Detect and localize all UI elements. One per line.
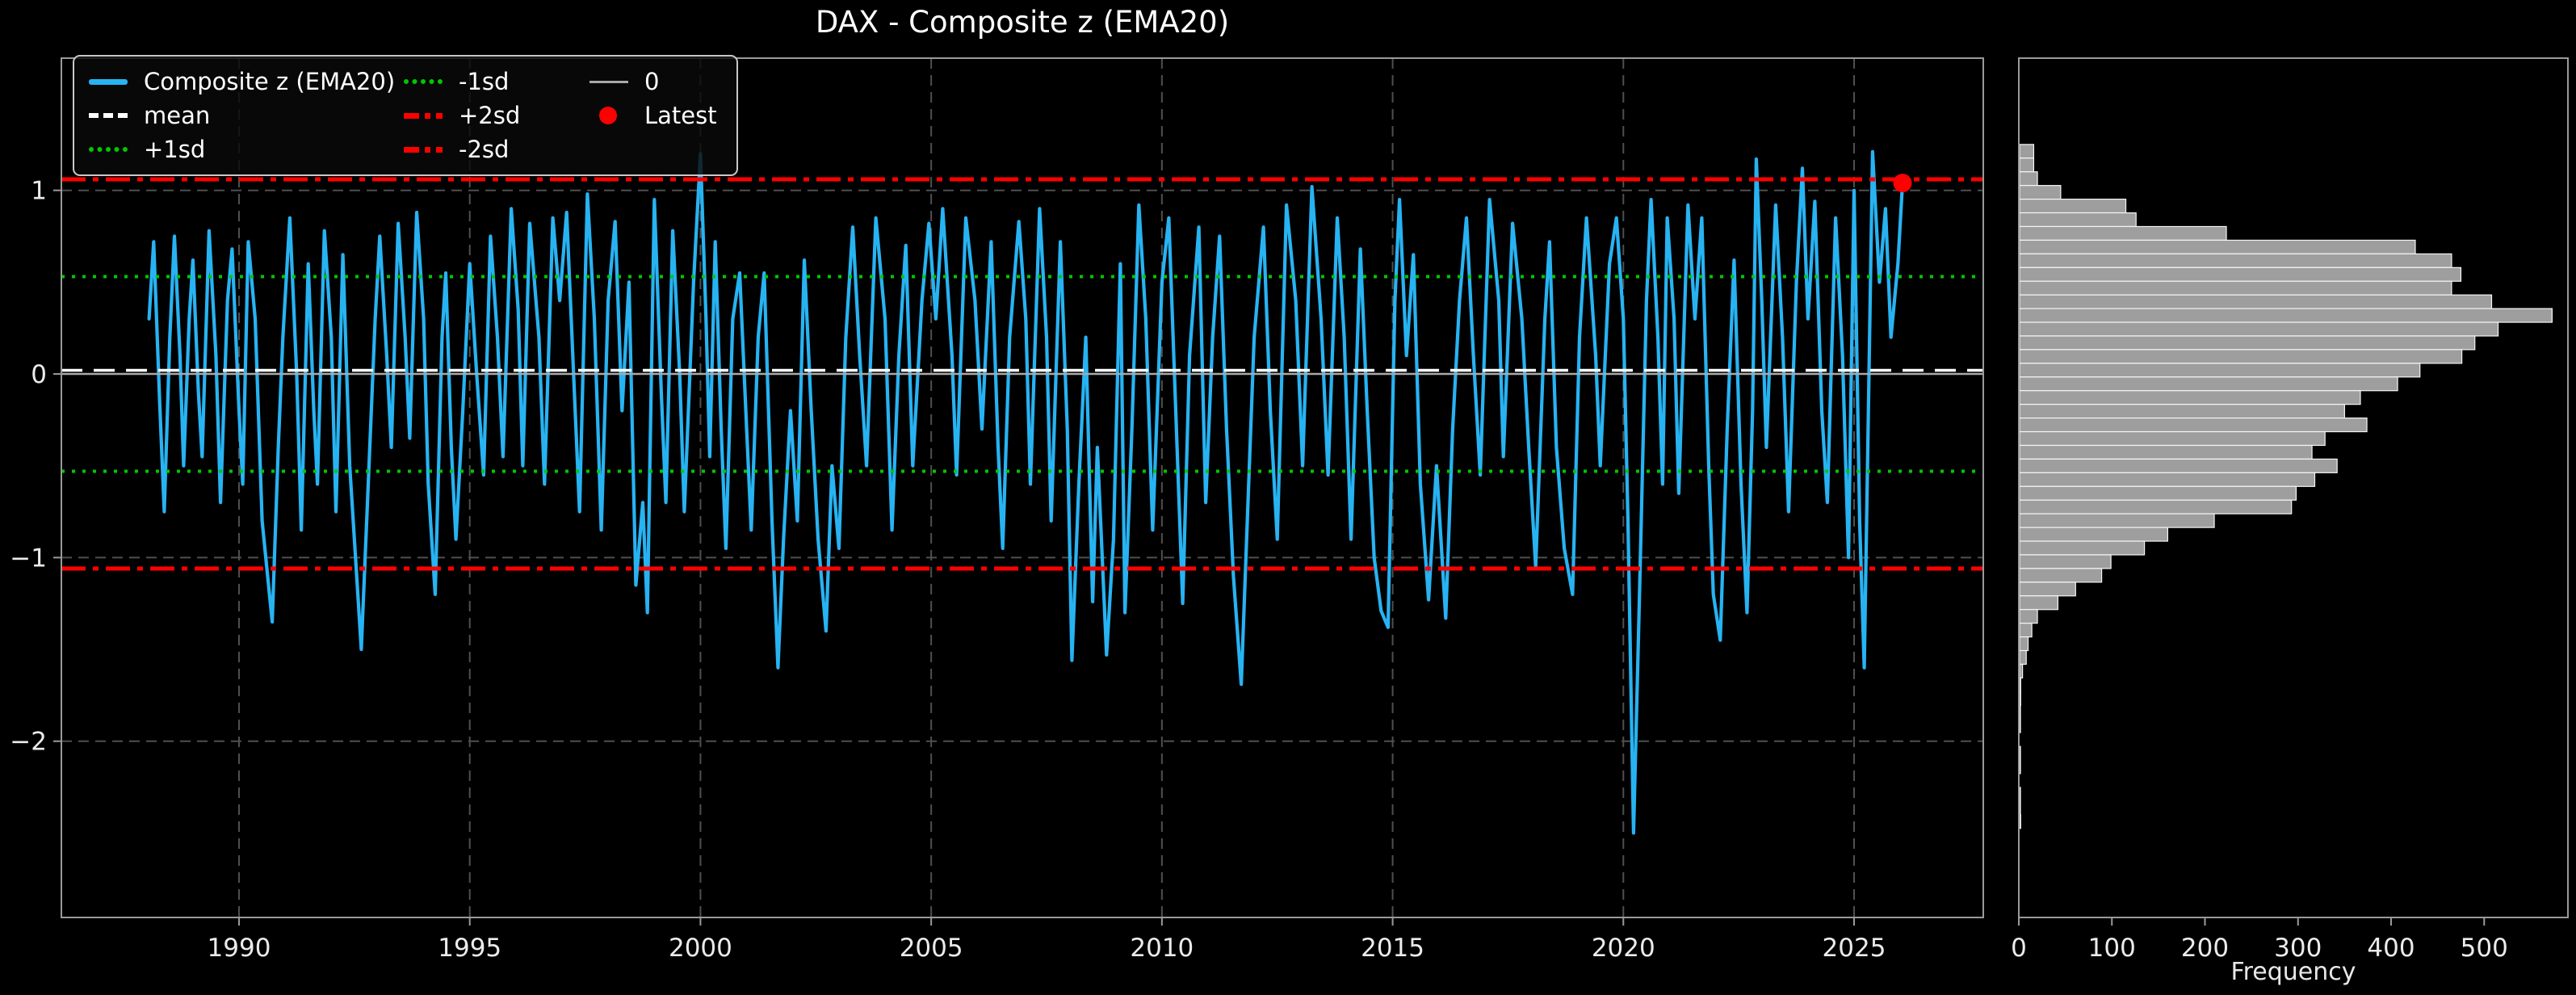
hist-x-tick-label: 300 (2274, 934, 2322, 963)
hist-x-tick-label: 200 (2181, 934, 2229, 963)
hist-bar (2019, 144, 2035, 159)
composite-line-swatch-icon (89, 78, 128, 85)
legend-label-composite: Composite z (EMA20) (144, 68, 396, 95)
hist-bar (2019, 581, 2076, 597)
hist-bar (2019, 444, 2313, 460)
legend-label-zero: 0 (644, 68, 660, 95)
plus2sd-line-swatch-icon (404, 112, 443, 119)
x-tick-label: 2025 (1823, 934, 1886, 963)
legend-item-mean: mean (89, 102, 404, 129)
hist-bar (2019, 171, 2038, 187)
hist-bar (2019, 430, 2326, 447)
legend-item-plus1sd: +1sd (89, 136, 404, 163)
hist-bar (2019, 253, 2452, 268)
hist-bar (2019, 335, 2476, 351)
hist-bar (2019, 225, 2227, 241)
legend-item-composite: Composite z (EMA20) (89, 68, 404, 95)
hist-bar (2019, 485, 2297, 501)
legend-box: Composite z (EMA20) mean +1sd -1sd +2sd … (73, 55, 738, 176)
hist-bar (2019, 212, 2137, 228)
hist-bar (2019, 568, 2103, 583)
zero-line-swatch-icon (589, 80, 628, 83)
hist-bar (2019, 472, 2316, 487)
hist-bar (2019, 185, 2062, 200)
x-tick-label: 2005 (900, 934, 963, 963)
x-tick-label: 2015 (1361, 934, 1424, 963)
x-tick-label: 2000 (669, 934, 732, 963)
composite-series-line (147, 149, 1905, 835)
legend-item-plus2sd: +2sd (404, 102, 589, 129)
hist-bar (2019, 157, 2035, 173)
hist-bar (2019, 308, 2553, 323)
minus2sd-line-swatch-icon (404, 146, 443, 153)
hist-bar (2019, 540, 2146, 556)
x-tick-label: 1990 (208, 934, 271, 963)
x-tick-label: 2010 (1130, 934, 1194, 963)
legend-item-minus2sd: -2sd (404, 136, 589, 163)
hist-bar (2019, 321, 2499, 337)
hist-bar (2019, 418, 2368, 433)
plus1sd-line-swatch-icon (89, 147, 128, 152)
hist-bar (2019, 390, 2361, 405)
hist-bar (2019, 527, 2169, 542)
hist-bar (2019, 239, 2416, 254)
hist-bar (2019, 349, 2463, 364)
legend-label-minus1sd: -1sd (459, 68, 510, 95)
legend-label-plus1sd: +1sd (144, 136, 206, 163)
hist-bar (2019, 376, 2398, 392)
hist-bar (2019, 623, 2033, 638)
legend-label-latest: Latest (644, 102, 717, 129)
hist-bar (2019, 554, 2112, 569)
legend-item-minus1sd: -1sd (404, 68, 589, 95)
hist-bar (2019, 663, 2024, 679)
y-tick-label: 1 (31, 177, 47, 206)
hist-bar (2019, 636, 2029, 652)
x-tick-label: 2020 (1592, 934, 1655, 963)
minus1sd-line-swatch-icon (404, 79, 443, 84)
page-title: DAX - Composite z (EMA20) (815, 5, 1230, 40)
hist-bar (2019, 363, 2421, 378)
hist-bar (2019, 649, 2027, 665)
legend-label-plus2sd: +2sd (459, 102, 521, 129)
mean-line-swatch-icon (89, 113, 128, 118)
hist-bar (2019, 267, 2462, 282)
hist-x-tick-label: 0 (2011, 934, 2027, 963)
hist-bar (2019, 294, 2493, 309)
legend-item-zero: 0 (589, 68, 717, 95)
hist-x-tick-label: 400 (2367, 934, 2414, 963)
y-tick-label: 0 (31, 360, 47, 389)
hist-bar (2019, 609, 2038, 624)
hist-x-tick-label: 100 (2088, 934, 2136, 963)
histogram-xlabel: Frequency (2230, 958, 2356, 986)
y-tick-label: −1 (10, 544, 47, 573)
y-tick-label: −2 (10, 728, 47, 757)
hist-bar (2019, 458, 2338, 473)
hist-bar (2019, 595, 2059, 611)
hist-bar (2019, 499, 2293, 514)
left-plot-border (61, 57, 1984, 918)
legend-label-mean: mean (144, 102, 211, 129)
hist-bar (2019, 199, 2127, 214)
hist-bar (2019, 280, 2452, 296)
hist-bar (2019, 404, 2345, 419)
x-tick-label: 1995 (438, 934, 501, 963)
hist-x-tick-label: 500 (2461, 934, 2508, 963)
histogram-border (2018, 57, 2569, 918)
legend-item-latest: Latest (589, 102, 717, 129)
legend-label-minus2sd: -2sd (459, 136, 510, 163)
latest-marker (1893, 174, 1912, 193)
latest-marker-swatch-icon (599, 107, 617, 124)
hist-bar (2019, 513, 2215, 528)
